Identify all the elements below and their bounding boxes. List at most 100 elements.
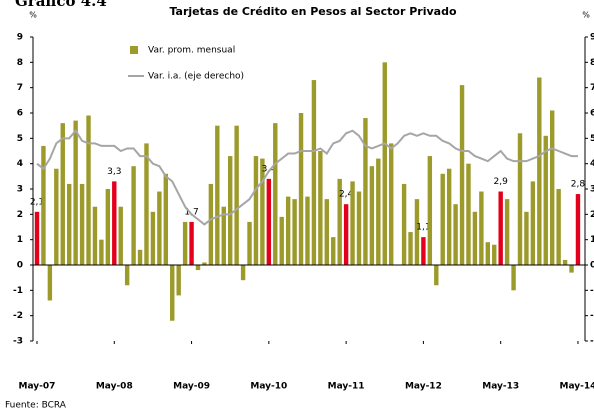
bar	[305, 196, 310, 265]
bar	[414, 199, 420, 265]
data-label: 2,4	[339, 190, 354, 200]
bar	[556, 189, 561, 265]
bar	[137, 249, 143, 265]
data-label: 2,8	[571, 180, 586, 190]
y-unit: %	[29, 11, 37, 20]
bar	[47, 265, 53, 301]
y2-tick-label: 0	[590, 261, 594, 271]
bar	[537, 77, 542, 266]
bar	[34, 211, 40, 265]
x-tick-label: May-09	[173, 382, 210, 392]
y-tick-label: 9	[17, 33, 23, 43]
bar	[421, 237, 426, 265]
source: Fuente: BCRA	[5, 401, 67, 411]
bar	[569, 265, 574, 273]
y2-tick-label: 50	[590, 134, 594, 144]
bar	[221, 206, 226, 265]
legend-label: Var. i.a. (eje derecho)	[148, 72, 244, 82]
bar	[472, 211, 478, 265]
y-tick-label: 6	[17, 109, 23, 119]
y2-tick-label: 70	[590, 83, 594, 93]
bar	[60, 123, 65, 265]
bar	[182, 221, 188, 265]
bar	[176, 265, 181, 296]
bar	[247, 221, 252, 265]
bar	[337, 178, 342, 265]
legend-swatch	[130, 46, 138, 54]
bar	[208, 183, 214, 265]
bar	[376, 158, 381, 265]
y-tick-label: 3	[17, 185, 23, 195]
bar	[298, 113, 304, 265]
data-label: 2,1	[30, 197, 44, 207]
bar	[41, 145, 46, 265]
bar	[240, 265, 246, 281]
y2-tick-label: 80	[590, 58, 594, 68]
bar	[144, 143, 149, 265]
bar	[318, 151, 323, 265]
bar	[215, 125, 220, 266]
bar	[311, 80, 317, 265]
bar	[369, 166, 375, 265]
bar	[260, 158, 265, 265]
bar	[401, 183, 407, 265]
y2-tick-label: 10	[590, 235, 594, 245]
bar	[99, 239, 104, 265]
bar	[427, 156, 433, 265]
bar	[543, 135, 548, 265]
y2-unit: %	[582, 11, 590, 20]
bar	[350, 181, 355, 265]
y-tick-label: 7	[17, 83, 23, 93]
y2-tick-label: -10	[590, 286, 594, 296]
bar	[517, 133, 523, 265]
bar	[466, 163, 471, 265]
line	[36, 129, 578, 226]
bar	[73, 120, 78, 265]
bar	[511, 265, 516, 291]
bar	[389, 143, 394, 265]
bar	[479, 191, 484, 265]
bar	[118, 206, 123, 265]
bar	[170, 265, 175, 321]
y2-tick-label: 90	[590, 33, 594, 43]
y-tick-label: 1	[17, 235, 23, 245]
bar	[67, 183, 72, 265]
bar	[492, 244, 497, 265]
x-tick-label: May-13	[482, 382, 519, 392]
y2-tick-label: 60	[590, 109, 594, 119]
y-tick-label: 0	[17, 261, 23, 271]
x-tick-label: May-08	[96, 382, 133, 392]
legend-label: Var. prom. mensual	[148, 46, 235, 56]
bar	[324, 199, 329, 265]
heading: Gráfico 4.4	[15, 0, 107, 10]
bar	[124, 265, 130, 286]
bar	[157, 191, 162, 265]
bar	[440, 173, 445, 265]
bar	[266, 178, 272, 265]
bar	[453, 204, 458, 265]
bar	[524, 211, 529, 265]
bar	[382, 62, 387, 266]
bar	[485, 242, 490, 265]
y2-tick-label: -20	[590, 311, 594, 321]
data-label: 3,3	[107, 167, 121, 177]
bar	[189, 221, 194, 265]
bar	[105, 189, 111, 265]
bar	[86, 115, 91, 266]
y2-tick-label: -30	[590, 337, 594, 347]
bar	[234, 125, 239, 266]
bar	[343, 204, 349, 265]
data-label: 1,7	[184, 207, 198, 217]
y-tick-label: 2	[17, 210, 23, 220]
bar	[356, 191, 362, 265]
bar	[292, 199, 297, 265]
y-tick-label: 8	[17, 58, 23, 68]
bar	[54, 168, 59, 265]
data-label: 1,1	[416, 223, 430, 233]
y2-tick-label: 20	[590, 210, 594, 220]
bar	[550, 110, 555, 265]
y-tick-label: 4	[17, 159, 23, 169]
y-tick-label: -3	[13, 337, 23, 347]
bar	[79, 183, 85, 265]
x-tick-label: May-12	[405, 382, 442, 392]
